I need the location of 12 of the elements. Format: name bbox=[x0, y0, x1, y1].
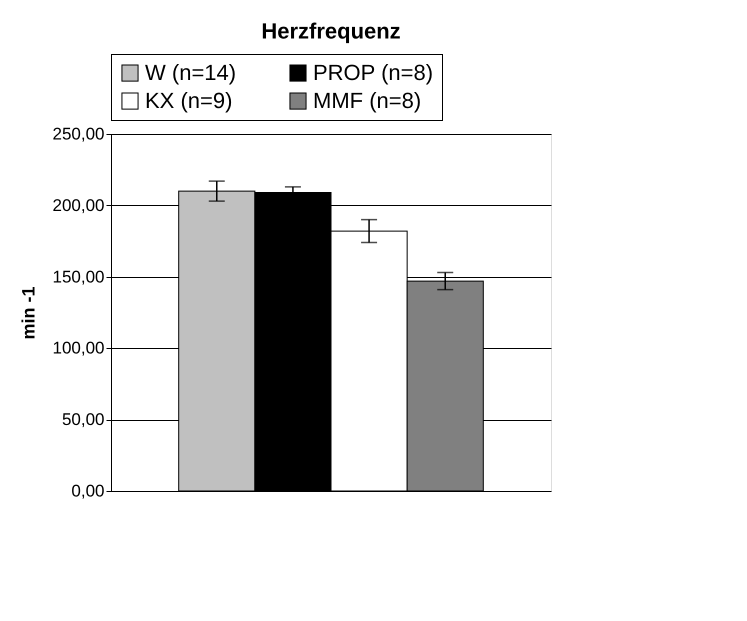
y-axis-title: min -1 bbox=[18, 286, 39, 340]
y-tick-label: 250,00 bbox=[52, 124, 104, 144]
legend-label: W (n=14) bbox=[145, 60, 236, 85]
y-tick-label: 100,00 bbox=[52, 338, 104, 358]
y-tick-label: 50,00 bbox=[62, 410, 104, 430]
y-tick-label: 150,00 bbox=[52, 267, 104, 286]
y-tick-label: 0,00 bbox=[71, 482, 104, 500]
y-tick-label: 200,00 bbox=[52, 196, 104, 215]
legend-label: PROP (n=8) bbox=[313, 60, 434, 85]
chart-title: Herzfrequenz bbox=[261, 18, 401, 44]
legend-label: KX (n=9) bbox=[145, 88, 232, 113]
legend-label: MMF (n=8) bbox=[313, 88, 422, 113]
